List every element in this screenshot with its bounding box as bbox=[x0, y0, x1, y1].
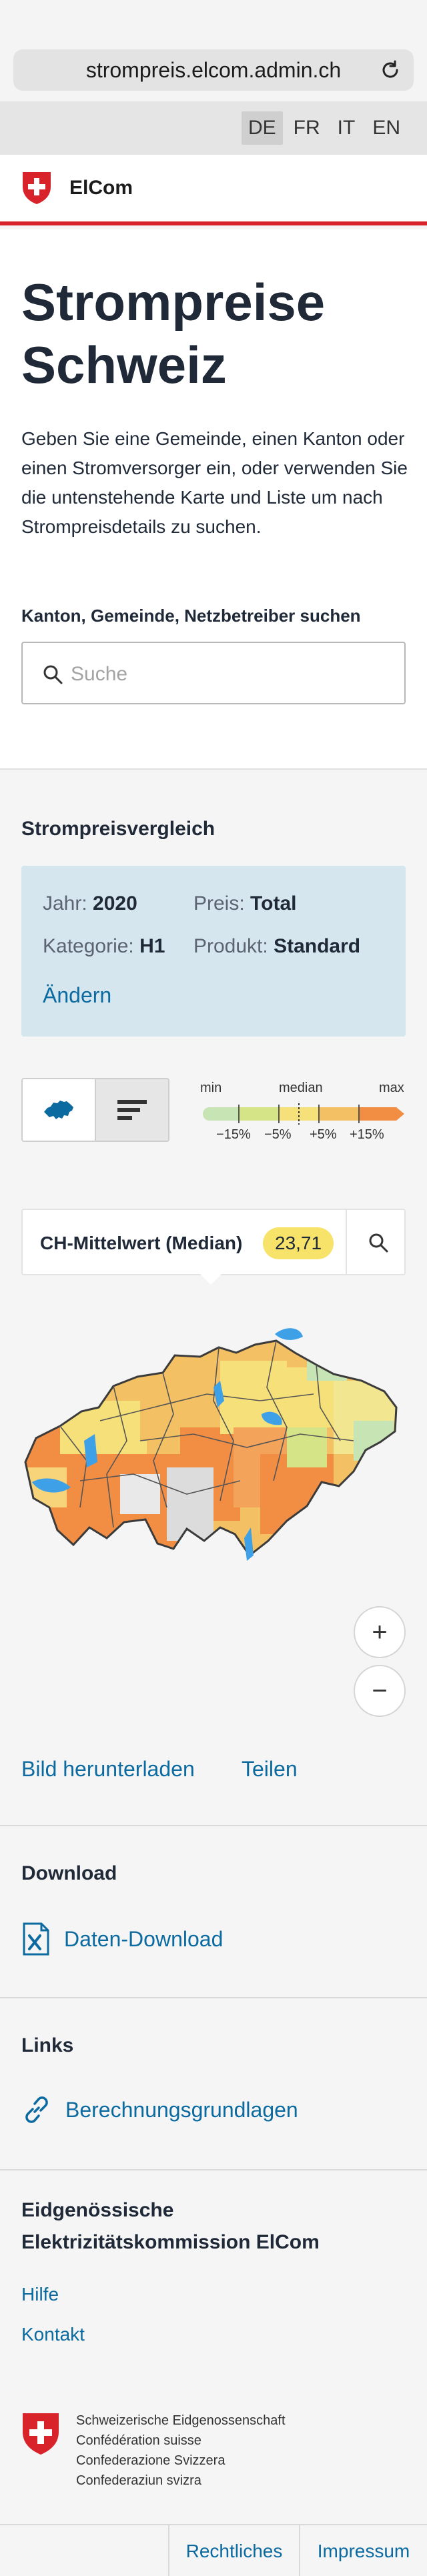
address-bar[interactable]: strompreis.elcom.admin.ch bbox=[13, 49, 414, 91]
section-divider bbox=[0, 1825, 427, 1826]
language-switcher: DE FR IT EN bbox=[0, 101, 427, 155]
lang-it[interactable]: IT bbox=[337, 117, 356, 139]
legend-max: max bbox=[379, 1081, 404, 1095]
switzerland-map-icon bbox=[44, 1101, 73, 1119]
legend-scale bbox=[203, 1103, 404, 1125]
search-icon bbox=[43, 665, 63, 684]
bar-list-icon bbox=[117, 1100, 147, 1120]
filter-summary: Jahr: 2020 Preis: Total Kategorie: H1 Pr… bbox=[21, 866, 406, 1037]
lang-de[interactable]: DE bbox=[241, 111, 283, 145]
confed-fr: Confédération suisse bbox=[76, 2433, 201, 2448]
median-label: CH-Mittelwert (Median) bbox=[40, 1233, 243, 1253]
confed-de: Schweizerische Eidgenossenschaft bbox=[76, 2413, 286, 2428]
hero-section: Strompreise Schweiz Geben Sie eine Gemei… bbox=[0, 229, 427, 770]
confederation-names: Schweizerische Eidgenossenschaft Confédé… bbox=[76, 2411, 286, 2491]
legend-tick-4: +15% bbox=[350, 1127, 384, 1142]
chain-link-icon bbox=[25, 2096, 48, 2123]
section-divider bbox=[0, 2169, 427, 2170]
search-label: Kanton, Gemeinde, Netzbetreiber suchen bbox=[21, 606, 361, 626]
help-link[interactable]: Hilfe bbox=[21, 2284, 59, 2305]
calculation-basis-link[interactable]: Berechnungsgrundlagen bbox=[21, 2094, 298, 2125]
footer-org-title: Eidgenössische Elektrizitätskommission E… bbox=[21, 2199, 320, 2253]
filter-product: Produkt: Standard bbox=[193, 935, 361, 957]
price-map[interactable] bbox=[20, 1307, 407, 1587]
change-filters-link[interactable]: Ändern bbox=[43, 983, 112, 1007]
lang-fr[interactable]: FR bbox=[293, 117, 320, 139]
zoom-out-button[interactable]: − bbox=[354, 1665, 406, 1717]
legend-median: median bbox=[279, 1081, 323, 1095]
median-callout-arrow bbox=[199, 1273, 223, 1285]
view-toggle bbox=[21, 1078, 169, 1142]
confed-it: Confederazione Svizzera bbox=[76, 2453, 226, 2468]
filter-year: Jahr: 2020 bbox=[43, 892, 137, 914]
brand-name[interactable]: ElCom bbox=[69, 177, 133, 199]
share-link[interactable]: Teilen bbox=[242, 1757, 298, 1781]
map-search-icon[interactable] bbox=[367, 1231, 390, 1254]
filter-category: Kategorie: H1 bbox=[43, 935, 165, 957]
list-view-button[interactable] bbox=[95, 1079, 168, 1141]
download-title: Download bbox=[21, 1862, 117, 1884]
links-title: Links bbox=[21, 2034, 74, 2056]
legend-tick-2: −5% bbox=[264, 1127, 292, 1142]
calculation-basis-label: Berechnungsgrundlagen bbox=[65, 2097, 298, 2122]
legend-tick-1: −15% bbox=[216, 1127, 251, 1142]
reload-icon[interactable] bbox=[379, 59, 402, 81]
download-image-link[interactable]: Bild herunterladen bbox=[21, 1757, 195, 1781]
comparison-title: Strompreisvergleich bbox=[21, 818, 216, 840]
data-download-label: Daten-Download bbox=[64, 1926, 224, 1951]
lang-en[interactable]: EN bbox=[372, 117, 400, 139]
intro-text: Geben Sie eine Gemeinde, einen Kanton od… bbox=[21, 428, 408, 537]
address-url: strompreis.elcom.admin.ch bbox=[85, 57, 342, 82]
color-legend: min median max −15% −5% +5% +15% bbox=[200, 1081, 407, 1147]
page-title-line2: Schweiz bbox=[21, 336, 227, 394]
swiss-shield-icon bbox=[23, 2413, 59, 2455]
filter-price: Preis: Total bbox=[193, 892, 297, 914]
page-title: Strompreise Schweiz bbox=[21, 271, 395, 396]
confed-rm: Confederaziun svizra bbox=[76, 2473, 201, 2488]
legend-min: min bbox=[200, 1081, 222, 1095]
median-divider bbox=[346, 1210, 347, 1274]
search-input[interactable] bbox=[71, 655, 391, 694]
confederation-block: Schweizerische Eidgenossenschaft Confédé… bbox=[0, 2384, 427, 2524]
search-box[interactable] bbox=[21, 642, 406, 704]
imprint-link[interactable]: Impressum bbox=[299, 2525, 427, 2576]
section-divider bbox=[0, 1997, 427, 1998]
page-title-line1: Strompreise bbox=[21, 273, 326, 332]
legend-tick-3: +5% bbox=[310, 1127, 337, 1142]
excel-file-icon bbox=[23, 1922, 49, 1956]
map-view-button[interactable] bbox=[23, 1079, 95, 1141]
median-value-badge: 23,71 bbox=[263, 1227, 334, 1259]
legal-link[interactable]: Rechtliches bbox=[168, 2525, 299, 2576]
app-header: ElCom bbox=[0, 155, 427, 225]
legal-bar: Rechtliches Impressum bbox=[0, 2524, 427, 2576]
swiss-shield-icon[interactable] bbox=[21, 171, 52, 205]
browser-chrome: strompreis.elcom.admin.ch bbox=[0, 0, 427, 101]
median-panel: CH-Mittelwert (Median) 23,71 bbox=[21, 1209, 406, 1275]
zoom-in-button[interactable]: + bbox=[354, 1606, 406, 1658]
contact-link[interactable]: Kontakt bbox=[21, 2324, 85, 2345]
data-download-link[interactable]: Daten-Download bbox=[21, 1922, 223, 1956]
